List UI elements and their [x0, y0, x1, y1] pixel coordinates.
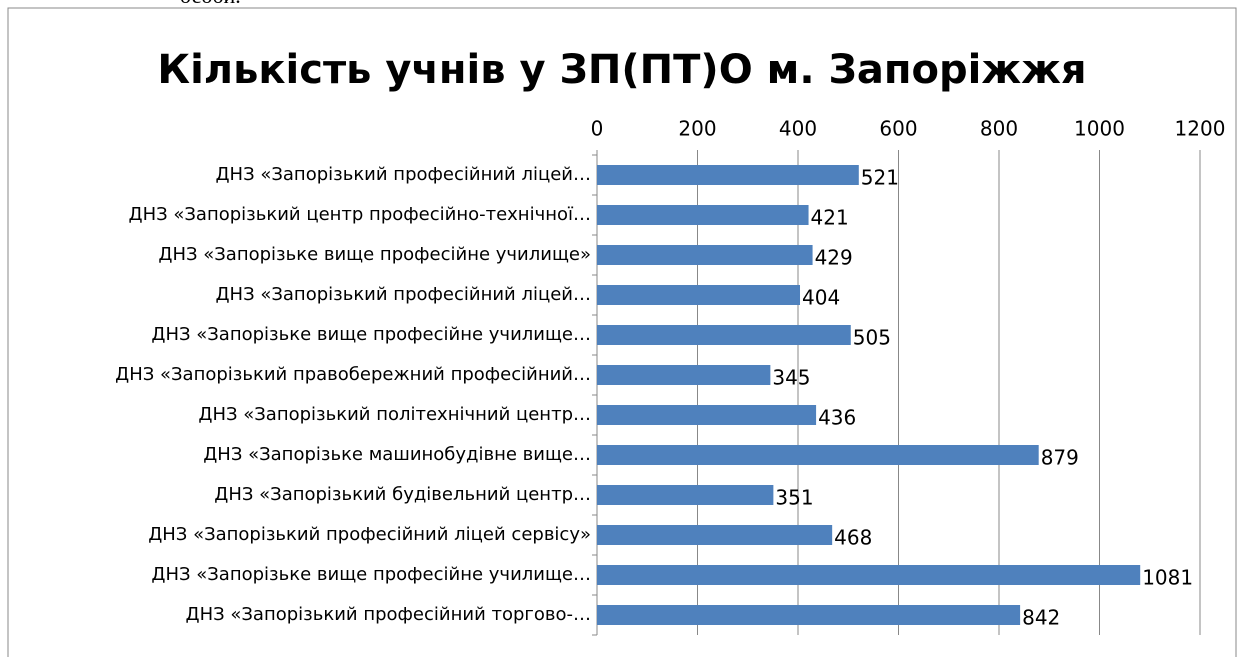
bar — [597, 605, 1021, 625]
x-tick-label: 0 — [591, 117, 604, 141]
bar — [597, 405, 817, 425]
y-tick-label: ДНЗ «Запорізьке вище професійне училище» — [158, 244, 591, 265]
value-label: 505 — [853, 326, 891, 350]
value-label: 345 — [772, 366, 810, 390]
page-fragment: особи. — [180, 0, 241, 8]
y-tick-label: ДНЗ «Запорізьке вище професійне училище… — [151, 564, 591, 585]
chart-border — [7, 7, 1237, 657]
value-label: 879 — [1041, 446, 1079, 470]
bar — [597, 165, 859, 185]
bar — [597, 285, 801, 305]
bar — [597, 325, 851, 345]
x-tick-label: 1000 — [1074, 117, 1125, 141]
y-tick-label: ДНЗ «Запорізький професійний ліцей… — [215, 284, 591, 305]
bar — [597, 365, 771, 385]
value-label: 1081 — [1142, 566, 1193, 590]
value-label: 421 — [811, 206, 849, 230]
chart-title: Кількість учнів у ЗП(ПТ)О м. Запоріжжя — [157, 47, 1086, 93]
value-label: 351 — [775, 486, 813, 510]
x-tick-label: 600 — [879, 117, 917, 141]
y-tick-label: ДНЗ «Запорізький професійний ліцей… — [215, 164, 591, 185]
bar — [597, 525, 833, 545]
value-label: 842 — [1022, 606, 1060, 630]
value-label: 404 — [802, 286, 840, 310]
value-label: 429 — [815, 246, 853, 270]
x-tick-label: 1200 — [1175, 117, 1226, 141]
bar — [597, 205, 809, 225]
y-tick-label: ДНЗ «Запорізький професійний торгово-… — [186, 604, 591, 625]
y-tick-label: ДНЗ «Запорізький центр професійно-техніч… — [129, 204, 592, 225]
x-tick-label: 400 — [779, 117, 817, 141]
y-tick-label: ДНЗ «Запорізький професійний ліцей серві… — [148, 524, 591, 545]
bar — [597, 565, 1141, 585]
value-label: 521 — [861, 166, 899, 190]
y-tick-label: ДНЗ «Запорізьке вище професійне училище… — [151, 324, 591, 345]
y-tick-label: ДНЗ «Запорізький політехнічний центр… — [198, 404, 591, 425]
x-tick-label: 200 — [678, 117, 716, 141]
bar — [597, 445, 1039, 465]
y-tick-label: ДНЗ «Запорізький правобережний професійн… — [115, 364, 591, 385]
y-tick-label: ДНЗ «Запорізький будівельний центр… — [214, 484, 591, 505]
y-tick-label: ДНЗ «Запорізьке машинобудівне вище… — [203, 444, 591, 465]
x-tick-label: 800 — [980, 117, 1018, 141]
bar — [597, 485, 774, 505]
value-label: 436 — [818, 406, 856, 430]
bar — [597, 245, 813, 265]
value-label: 468 — [834, 526, 872, 550]
